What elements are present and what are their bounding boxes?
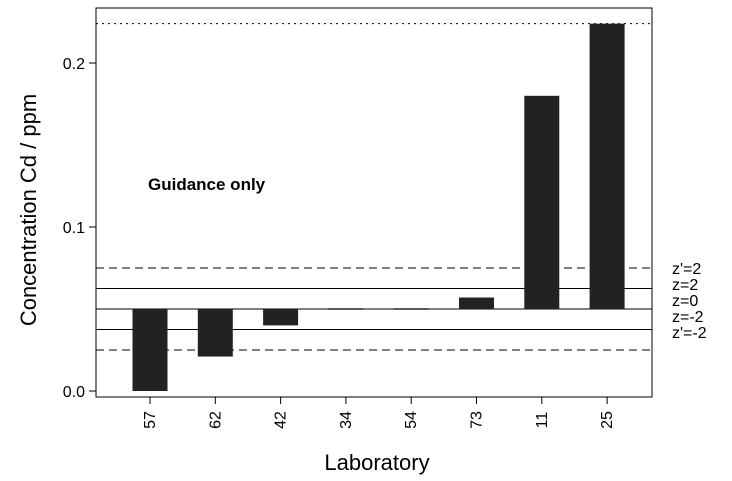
reference-labels: z'=2z=2z=0z=-2z'=-2 — [672, 261, 707, 342]
reference-lines — [96, 23, 652, 351]
annotation-text: Guidance only — [148, 175, 266, 194]
bar — [328, 308, 364, 310]
bar — [263, 309, 299, 326]
reference-label: z=2 — [672, 277, 698, 294]
bar — [132, 309, 168, 391]
reference-label: z'=2 — [672, 261, 701, 278]
reference-label: z=-2 — [672, 309, 704, 326]
reference-label: z=0 — [672, 293, 698, 310]
plot-frame — [95, 7, 653, 398]
x-axis-title: Laboratory — [324, 450, 429, 475]
y-tick-label: 0.1 — [63, 220, 85, 237]
x-tick-label: 42 — [273, 411, 290, 429]
x-tick-label: 34 — [338, 411, 355, 429]
x-tick-label: 73 — [469, 411, 486, 429]
y-axis: 0.0 0.1 0.2 — [63, 56, 97, 401]
bar — [197, 309, 233, 357]
bar — [459, 297, 494, 309]
x-tick-label: 11 — [534, 412, 551, 429]
y-tick-label: 0.0 — [63, 384, 85, 401]
x-tick-label: 57 — [142, 411, 159, 429]
x-tick-label: 25 — [599, 411, 616, 429]
x-tick-label: 54 — [403, 411, 420, 429]
y-tick-label: 0.2 — [63, 56, 85, 73]
x-tick-label: 62 — [207, 411, 224, 429]
reference-label: z'=-2 — [672, 325, 707, 342]
bars — [132, 23, 625, 391]
y-axis-title: Concentration Cd / ppm — [16, 94, 41, 326]
x-axis: 57 62 42 34 54 73 11 25 — [142, 396, 616, 429]
bar — [589, 23, 625, 309]
bar — [524, 95, 560, 309]
bar — [393, 308, 429, 310]
